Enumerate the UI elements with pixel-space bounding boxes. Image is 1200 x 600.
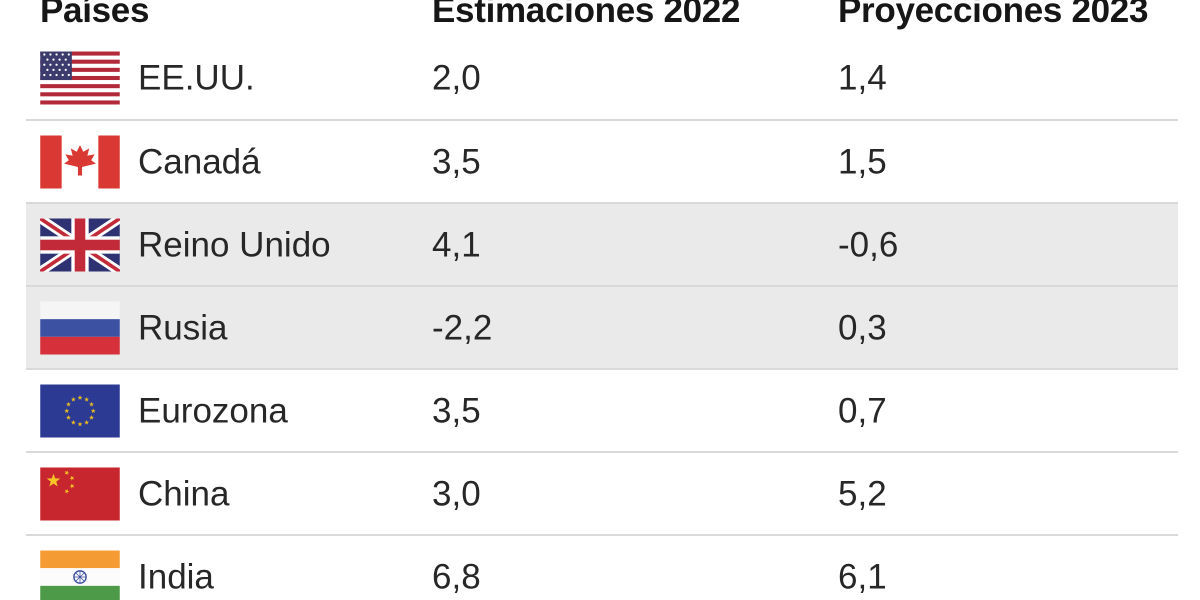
us-flag-icon xyxy=(40,51,120,104)
estimate-2022-value: 4,1 xyxy=(432,225,481,264)
russia-flag-icon xyxy=(40,301,120,354)
estimate-2022-value: 3,0 xyxy=(432,474,481,513)
projection-2023-value: -0,6 xyxy=(838,225,899,264)
projection-2023-value: 5,2 xyxy=(838,474,887,513)
country-label: Reino Unido xyxy=(138,225,331,264)
estimate-2022-value: 6,8 xyxy=(432,557,481,596)
country-label: Eurozona xyxy=(138,391,288,430)
projection-2023-value: 6,1 xyxy=(838,557,887,596)
table-row: Reino Unido 4,1 -0,6 xyxy=(26,202,1178,285)
column-header-estimates-2022: Estimaciones 2022 xyxy=(432,0,741,30)
estimate-2022-value: 3,5 xyxy=(432,142,481,181)
country-label: Rusia xyxy=(138,308,228,347)
country-label: India xyxy=(138,557,214,596)
table-header: Países Estimaciones 2022 Proyecciones 20… xyxy=(26,0,1178,36)
estimate-2022-value: -2,2 xyxy=(432,308,493,347)
column-header-projections-2023: Proyecciones 2023 xyxy=(838,0,1149,30)
table-row: India 6,8 6,1 xyxy=(26,534,1178,600)
table-row: EE.UU. 2,0 1,4 xyxy=(26,36,1178,119)
column-header-countries: Países xyxy=(40,0,150,30)
india-flag-icon xyxy=(40,550,120,600)
estimate-2022-value: 3,5 xyxy=(432,391,481,430)
table-row: Rusia -2,2 0,3 xyxy=(26,285,1178,368)
table-row: Canadá 3,5 1,5 xyxy=(26,119,1178,202)
table: Países Estimaciones 2022 Proyecciones 20… xyxy=(26,0,1178,600)
canada-flag-icon xyxy=(40,135,120,188)
china-flag-icon xyxy=(40,467,120,520)
estimate-2022-value: 2,0 xyxy=(432,58,481,97)
table-row: Eurozona 3,5 0,7 xyxy=(26,368,1178,451)
eu-flag-icon xyxy=(40,384,120,437)
table-row: China 3,0 5,2 xyxy=(26,451,1178,534)
projection-2023-value: 1,4 xyxy=(838,58,887,97)
country-label: Canadá xyxy=(138,142,261,181)
projection-2023-value: 0,7 xyxy=(838,391,887,430)
country-label: EE.UU. xyxy=(138,58,255,97)
uk-flag-icon xyxy=(40,218,120,271)
projection-2023-value: 1,5 xyxy=(838,142,887,181)
projection-2023-value: 0,3 xyxy=(838,308,887,347)
country-label: China xyxy=(138,474,230,513)
